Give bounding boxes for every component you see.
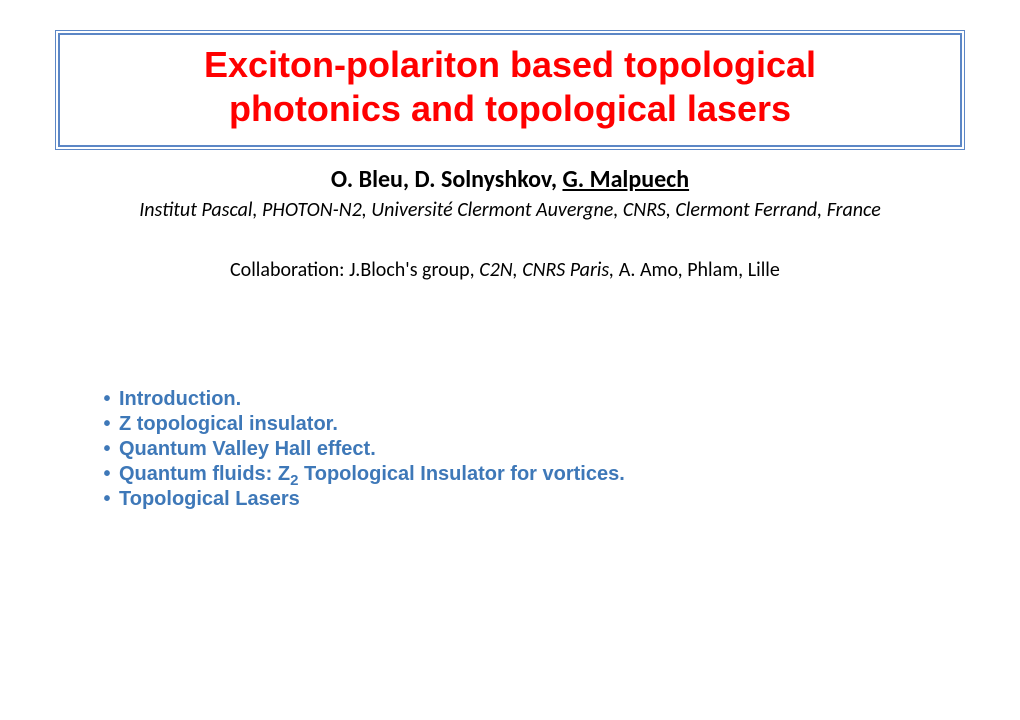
- authors-prefix: O. Bleu, D. Solnyshkov,: [331, 165, 563, 194]
- bullet-item: Topological Lasers: [95, 487, 895, 512]
- bullet-item: Introduction.: [95, 387, 895, 412]
- slide: Exciton-polariton based topological phot…: [0, 0, 1020, 720]
- bullet-prefix: Quantum fluids: Z: [119, 463, 290, 485]
- collaboration-line: Collaboration: J.Bloch's group, C2N, CNR…: [230, 258, 970, 282]
- affiliation-text: Institut Pascal, PHOTON-N2, Université C…: [139, 198, 881, 222]
- affiliation-line: Institut Pascal, PHOTON-N2, Université C…: [0, 198, 1020, 222]
- bullet-text: Topological Lasers: [119, 488, 300, 510]
- title-line-2: photonics and topological lasers: [229, 88, 791, 129]
- collab-suffix: A. Amo, Phlam, Lille: [619, 258, 780, 282]
- title-box: Exciton-polariton based topological phot…: [55, 30, 965, 150]
- bullet-list: Introduction. Z topological insulator. Q…: [95, 387, 895, 512]
- bullet-text: Introduction.: [119, 388, 241, 410]
- bullet-text: Z topological insulator.: [119, 413, 338, 435]
- title-line-1: Exciton-polariton based topological: [204, 44, 816, 85]
- bullet-item: Quantum fluids: Z2 Topological Insulator…: [95, 462, 895, 487]
- authors-line: O. Bleu, D. Solnyshkov, G. Malpuech: [0, 165, 1020, 194]
- bullet-suffix: Topological Insulator for vortices.: [298, 463, 624, 485]
- slide-title: Exciton-polariton based topological phot…: [70, 43, 950, 131]
- bullet-item: Z topological insulator.: [95, 412, 895, 437]
- presenting-author: G. Malpuech: [562, 165, 689, 194]
- bullet-text: Quantum Valley Hall effect.: [119, 438, 376, 460]
- title-box-inner: Exciton-polariton based topological phot…: [58, 33, 962, 147]
- collab-italic: C2N, CNRS Paris,: [479, 258, 618, 282]
- outline-bullets: Introduction. Z topological insulator. Q…: [95, 387, 895, 512]
- collab-group: J.Bloch's group,: [349, 258, 479, 282]
- bullet-item: Quantum Valley Hall effect.: [95, 437, 895, 462]
- collab-label: Collaboration:: [230, 258, 349, 282]
